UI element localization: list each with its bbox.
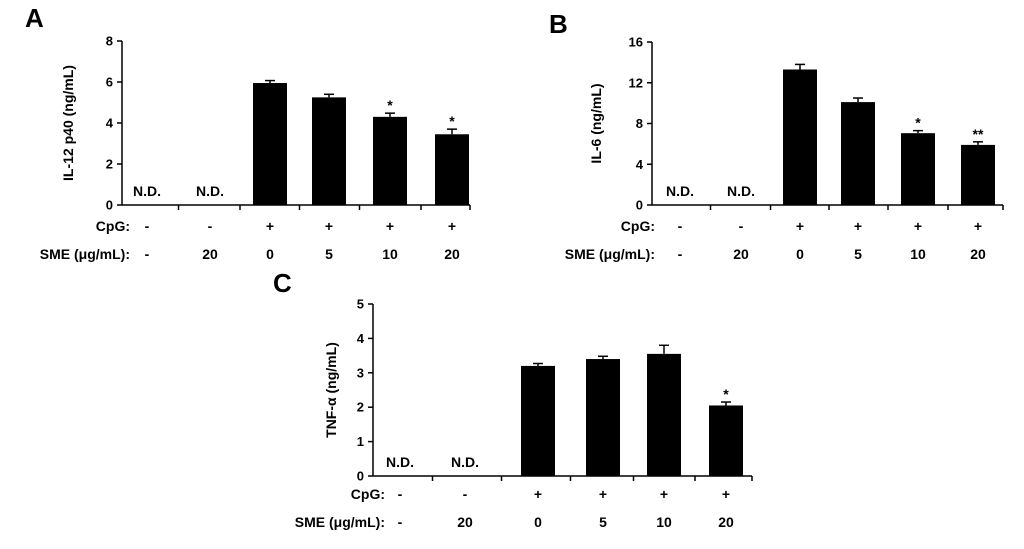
bar bbox=[253, 83, 287, 205]
panel-letter: B bbox=[549, 9, 568, 39]
treatment-row-label: SME (μg/mL): bbox=[40, 246, 130, 262]
y-tick-label: 8 bbox=[106, 34, 113, 49]
y-tick-label: 4 bbox=[636, 157, 644, 172]
treatment-row-value: - bbox=[145, 246, 150, 262]
treatment-row-value: + bbox=[722, 486, 730, 502]
not-detected-label: N.D. bbox=[196, 183, 224, 199]
y-tick-label: 0 bbox=[636, 198, 643, 213]
bar bbox=[586, 359, 620, 476]
treatment-row-value: + bbox=[660, 486, 668, 502]
treatment-row-value: 20 bbox=[733, 246, 749, 262]
y-tick-label: 16 bbox=[629, 35, 643, 50]
treatment-row-value: + bbox=[266, 218, 274, 234]
treatment-row-value: - bbox=[145, 218, 150, 234]
bar bbox=[312, 97, 346, 205]
y-axis-label: TNF-α (ng/mL) bbox=[323, 342, 339, 438]
treatment-row-value: - bbox=[398, 486, 403, 502]
not-detected-label: N.D. bbox=[386, 454, 414, 470]
bar bbox=[961, 144, 995, 205]
y-tick-label: 1 bbox=[357, 434, 364, 449]
significance-label: * bbox=[915, 115, 921, 131]
treatment-row-value: 10 bbox=[382, 246, 398, 262]
y-tick-label: 4 bbox=[357, 331, 365, 346]
not-detected-label: N.D. bbox=[133, 183, 161, 199]
treatment-row-value: + bbox=[448, 218, 456, 234]
treatment-row-value: 10 bbox=[910, 246, 926, 262]
y-tick-label: 12 bbox=[629, 75, 643, 90]
bar bbox=[373, 116, 407, 205]
treatment-row-value: - bbox=[208, 218, 213, 234]
bar bbox=[647, 353, 681, 476]
treatment-row-value: - bbox=[678, 246, 683, 262]
significance-label: ** bbox=[973, 126, 984, 142]
treatment-row-label: CpG: bbox=[351, 486, 385, 502]
treatment-row-value: + bbox=[796, 218, 804, 234]
treatment-row-label: SME (μg/mL): bbox=[565, 246, 655, 262]
treatment-row-value: 5 bbox=[325, 246, 333, 262]
bar bbox=[709, 405, 743, 476]
treatment-row-value: - bbox=[739, 218, 744, 234]
bar bbox=[901, 133, 935, 205]
treatment-row-value: 20 bbox=[718, 514, 734, 530]
treatment-row-value: 10 bbox=[656, 514, 672, 530]
y-tick-label: 4 bbox=[106, 116, 114, 131]
treatment-row-value: 20 bbox=[444, 246, 460, 262]
treatment-row-value: 20 bbox=[202, 246, 218, 262]
bar bbox=[783, 69, 817, 205]
treatment-row-value: 0 bbox=[534, 514, 542, 530]
treatment-row-value: 20 bbox=[970, 246, 986, 262]
significance-label: * bbox=[723, 386, 729, 402]
treatment-row-value: 20 bbox=[457, 514, 473, 530]
treatment-row-value: + bbox=[914, 218, 922, 234]
significance-label: * bbox=[387, 97, 393, 113]
treatment-row-value: 5 bbox=[599, 514, 607, 530]
y-tick-label: 0 bbox=[357, 469, 364, 484]
panel-letter: A bbox=[25, 3, 44, 33]
treatment-row-value: - bbox=[398, 514, 403, 530]
y-tick-label: 8 bbox=[636, 116, 643, 131]
treatment-row-value: - bbox=[463, 486, 468, 502]
treatment-row-value: 0 bbox=[796, 246, 804, 262]
bar bbox=[521, 365, 555, 476]
y-tick-label: 3 bbox=[357, 365, 364, 380]
not-detected-label: N.D. bbox=[451, 454, 479, 470]
treatment-row-value: + bbox=[974, 218, 982, 234]
treatment-row-label: CpG: bbox=[96, 218, 130, 234]
not-detected-label: N.D. bbox=[727, 183, 755, 199]
y-tick-label: 2 bbox=[106, 157, 113, 172]
significance-label: * bbox=[449, 113, 455, 129]
treatment-row-value: 5 bbox=[854, 246, 862, 262]
treatment-row-value: + bbox=[534, 486, 542, 502]
treatment-row-label: CpG: bbox=[621, 218, 655, 234]
treatment-row-value: + bbox=[325, 218, 333, 234]
bar bbox=[435, 134, 469, 205]
treatment-row-label: SME (μg/mL): bbox=[295, 514, 385, 530]
y-axis-label: IL-12 p40 (ng/mL) bbox=[60, 65, 76, 181]
y-tick-label: 2 bbox=[357, 400, 364, 415]
treatment-row-value: + bbox=[599, 486, 607, 502]
treatment-row-value: + bbox=[854, 218, 862, 234]
y-tick-label: 0 bbox=[106, 198, 113, 213]
not-detected-label: N.D. bbox=[666, 183, 694, 199]
bar bbox=[841, 102, 875, 205]
panel-letter: C bbox=[273, 268, 292, 298]
treatment-row-value: - bbox=[678, 218, 683, 234]
y-axis-label: IL-6 (ng/mL) bbox=[588, 83, 604, 163]
y-tick-label: 5 bbox=[357, 297, 364, 312]
treatment-row-value: 0 bbox=[266, 246, 274, 262]
y-tick-label: 6 bbox=[106, 75, 113, 90]
treatment-row-value: + bbox=[386, 218, 394, 234]
